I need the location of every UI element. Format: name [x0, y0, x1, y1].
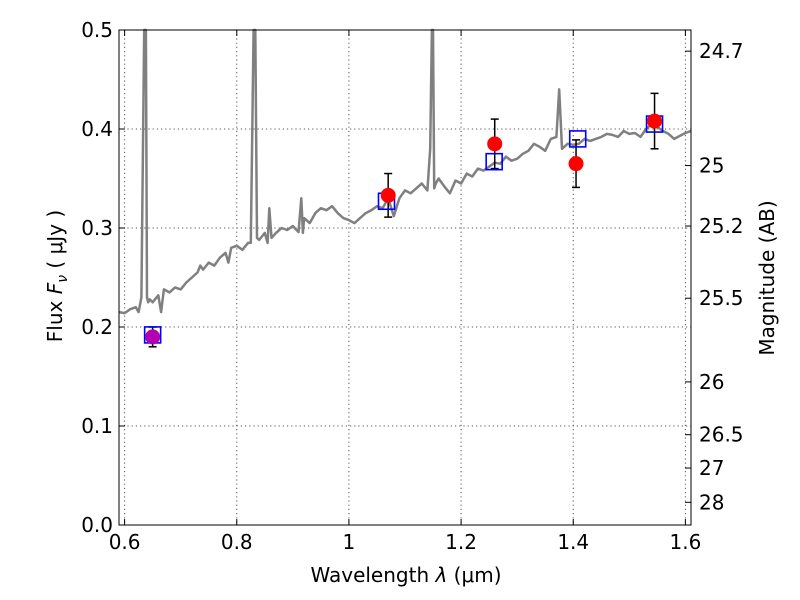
- observed-point: [647, 113, 663, 129]
- mag-tick-label: 25: [699, 154, 724, 178]
- grid-lines: [119, 29, 691, 526]
- mag-tick-label: 28: [699, 490, 724, 514]
- model-square: [485, 152, 503, 171]
- mag-tick-label: 27: [699, 456, 724, 480]
- y-tick-label: 0.4: [81, 117, 113, 141]
- x-tick-label: 1: [343, 530, 356, 554]
- y-axis-label: Flux Fν ( μJy ): [43, 210, 71, 342]
- observed-circle-markers: [145, 113, 663, 345]
- mag-tick-label: 24.7: [699, 39, 744, 63]
- axis-ticks: 0.6 0.8 1 1.2 1.4 1.6 0.0 0.1 0.2 0.3 0.4 0.5 24.7 25…: [81, 18, 743, 554]
- mag-tick-label: 26.5: [699, 423, 744, 447]
- y-tick-label: 0.1: [81, 414, 113, 438]
- plot-frame: [118, 29, 692, 526]
- x-tick-label: 1.4: [557, 530, 589, 554]
- mag-tick-label: 25.5: [699, 286, 744, 310]
- observed-point: [380, 187, 396, 203]
- mag-tick-label: 25.2: [699, 214, 744, 238]
- y2-axis-label: Magnitude (AB): [755, 200, 779, 355]
- y-tick-label: 0.0: [81, 513, 113, 537]
- model-square-markers: [143, 115, 664, 344]
- x-tick-label: 1.6: [669, 530, 701, 554]
- x-tick-label: 1.2: [445, 530, 477, 554]
- spectrum-series: [118, 28, 692, 315]
- x-axis-label: Wavelength λ (μm): [310, 563, 501, 587]
- y-tick-label: 0.2: [81, 315, 113, 339]
- spectrum-line: [118, 28, 692, 315]
- y-tick-label: 0.3: [81, 216, 113, 240]
- x-tick-label: 0.8: [221, 530, 253, 554]
- x-tick-label: 0.6: [109, 530, 141, 554]
- observed-point: [487, 136, 503, 152]
- observed-point: [568, 156, 584, 172]
- mag-tick-label: 26: [699, 370, 724, 394]
- y-tick-label: 0.5: [81, 18, 113, 42]
- model-square: [568, 130, 587, 148]
- observed-point: [145, 329, 161, 345]
